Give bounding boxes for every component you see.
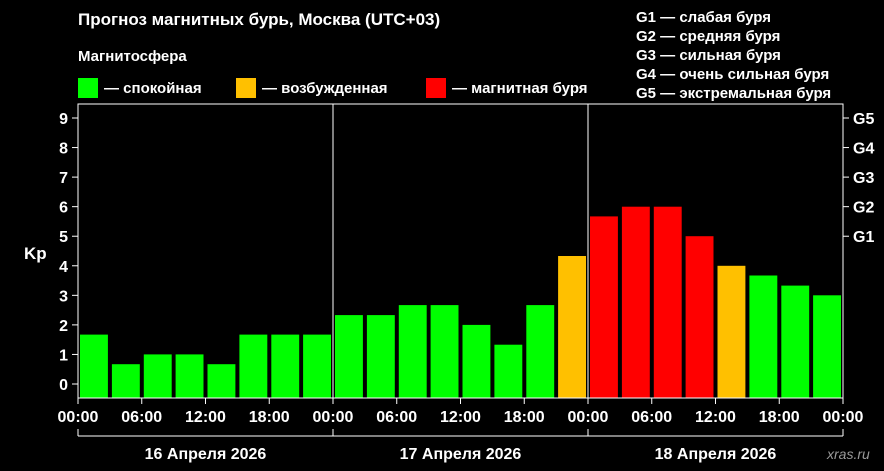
watermark: xras.ru	[827, 446, 870, 462]
storm-level-g1: G1 — слабая буря	[636, 9, 772, 26]
y-tick-label: 7	[59, 170, 68, 187]
kp-bar	[813, 295, 841, 398]
x-tick-label: 00:00	[313, 409, 354, 426]
y-tick-label: 5	[59, 229, 68, 246]
g-tick-label: G2	[853, 200, 874, 217]
kp-bar	[685, 236, 714, 398]
kp-bar	[111, 364, 140, 398]
x-tick-label: 06:00	[631, 409, 672, 426]
g-tick-label: G3	[853, 170, 874, 187]
kp-bar	[175, 354, 204, 398]
legend-disturbed: — возбужденная	[236, 78, 388, 98]
g-tick-label: G4	[853, 141, 874, 158]
kp-bar	[271, 334, 300, 398]
y-tick-label: 3	[59, 288, 68, 305]
kp-bar	[430, 305, 459, 398]
legend-quiet: — спокойная	[78, 78, 202, 98]
x-tick-label: 18:00	[759, 409, 800, 426]
x-tick-label: 00:00	[58, 409, 99, 426]
day-label: 17 Апреля 2026	[400, 446, 522, 463]
x-tick-label: 12:00	[440, 409, 481, 426]
kp-bar	[717, 265, 746, 398]
y-tick-label: 9	[59, 111, 68, 128]
day-label: 16 Апреля 2026	[145, 446, 267, 463]
g-tick-label: G1	[853, 229, 874, 246]
x-tick-label: 00:00	[568, 409, 609, 426]
kp-bar	[303, 334, 331, 398]
y-tick-label: 6	[59, 200, 68, 217]
kp-bar	[558, 256, 586, 398]
kp-bar	[239, 334, 268, 398]
magnetosphere-title: Магнитосфера	[78, 48, 187, 65]
legend-disturbed-swatch	[236, 78, 256, 98]
kp-bar	[398, 305, 427, 398]
x-tick-label: 06:00	[376, 409, 417, 426]
legend-quiet-swatch	[78, 78, 98, 98]
chart-title: Прогноз магнитных бурь, Москва (UTC+03)	[78, 10, 441, 29]
y-tick-label: 2	[59, 318, 68, 335]
legend-storm: — магнитная буря	[426, 78, 588, 98]
kp-bar	[366, 315, 395, 398]
x-tick-label: 18:00	[504, 409, 545, 426]
day-label: 18 Апреля 2026	[655, 446, 777, 463]
g-tick-label: G5	[853, 111, 874, 128]
kp-bar	[143, 354, 172, 398]
x-tick-label: 06:00	[121, 409, 162, 426]
y-tick-label: 1	[59, 347, 68, 364]
storm-level-g5: G5 — экстремальная буря	[636, 85, 832, 102]
kp-bar	[749, 275, 778, 398]
storm-level-g2: G2 — средняя буря	[636, 28, 781, 45]
legend-storm-label: — магнитная буря	[452, 79, 588, 97]
y-tick-label: 8	[59, 141, 68, 158]
kp-bar	[526, 305, 555, 398]
legend-storm-swatch	[426, 78, 446, 98]
kp-bar	[781, 285, 810, 398]
kp-bar	[335, 315, 363, 398]
kp-bar	[621, 206, 650, 398]
legend-quiet-label: — спокойная	[104, 79, 202, 97]
x-tick-label: 12:00	[695, 409, 736, 426]
y-axis-label: Kp	[24, 244, 47, 263]
x-tick-label: 12:00	[185, 409, 226, 426]
kp-bar	[462, 324, 491, 398]
kp-bar	[590, 216, 618, 398]
y-tick-label: 4	[59, 259, 68, 276]
y-tick-label: 0	[59, 377, 68, 394]
x-tick-label: 18:00	[249, 409, 290, 426]
kp-bar	[494, 344, 523, 398]
kp-bar	[80, 334, 108, 398]
legend-disturbed-label: — возбужденная	[262, 79, 388, 97]
storm-level-g3: G3 — сильная буря	[636, 47, 781, 64]
kp-bar	[653, 206, 682, 398]
kp-bar	[207, 364, 236, 398]
x-tick-label: 00:00	[823, 409, 864, 426]
storm-level-g4: G4 — очень сильная буря	[636, 66, 830, 83]
